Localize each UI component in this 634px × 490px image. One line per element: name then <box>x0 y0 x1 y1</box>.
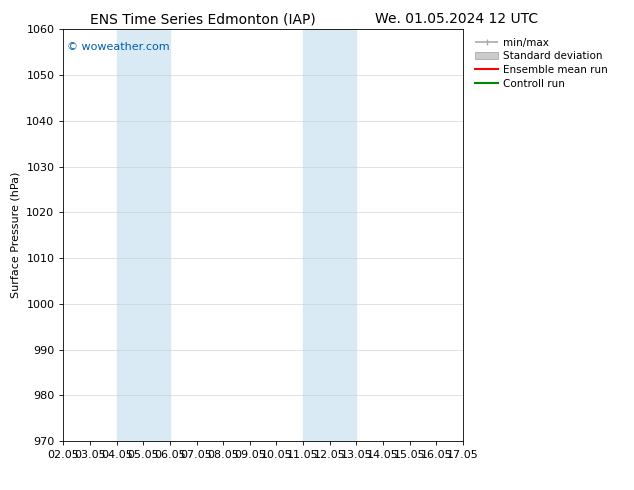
Text: © woweather.com: © woweather.com <box>67 42 170 52</box>
Text: We. 01.05.2024 12 UTC: We. 01.05.2024 12 UTC <box>375 12 538 26</box>
Text: ENS Time Series Edmonton (IAP): ENS Time Series Edmonton (IAP) <box>90 12 316 26</box>
Y-axis label: Surface Pressure (hPa): Surface Pressure (hPa) <box>11 172 21 298</box>
Legend: min/max, Standard deviation, Ensemble mean run, Controll run: min/max, Standard deviation, Ensemble me… <box>472 35 611 92</box>
Bar <box>117 29 170 441</box>
Bar <box>303 29 356 441</box>
